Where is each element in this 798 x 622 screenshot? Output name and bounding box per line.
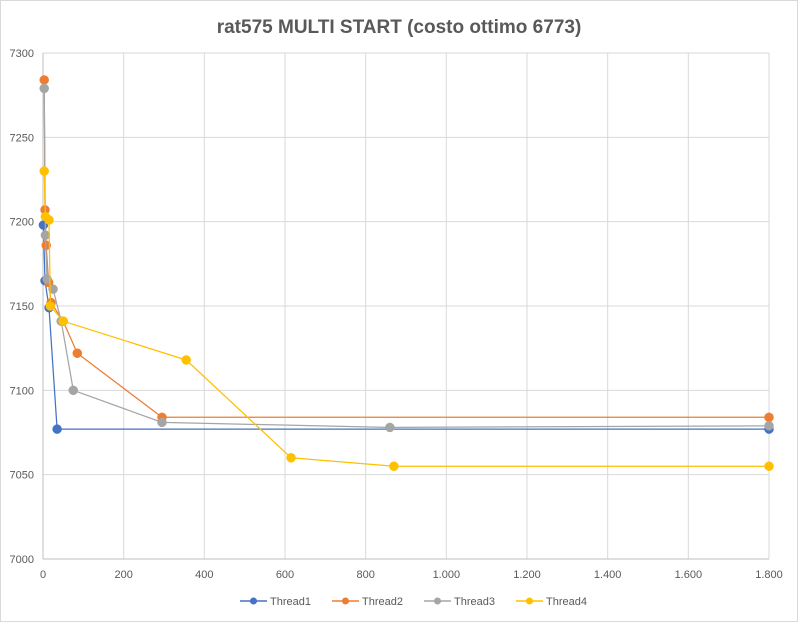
legend-swatch-marker [250, 597, 257, 605]
data-point [52, 424, 62, 434]
x-tick-label: 800 [356, 569, 374, 581]
legend-swatch-marker [342, 597, 349, 605]
data-point [48, 284, 58, 294]
legend-swatch-marker [434, 597, 441, 605]
legend-label: Thread4 [546, 596, 587, 608]
data-point [764, 412, 774, 423]
legend-item-thread2: Thread2 [332, 596, 403, 608]
data-point [764, 461, 774, 471]
legend-swatch-marker [526, 597, 533, 605]
x-tick-label: 1.200 [513, 569, 541, 581]
data-point [68, 385, 78, 396]
x-tick-label: 1.400 [594, 569, 622, 581]
data-point [39, 166, 49, 176]
legend: Thread1 Thread2 Thread3 Thread4 [240, 596, 587, 608]
y-tick-label: 7000 [10, 554, 34, 566]
data-point [40, 230, 51, 240]
x-tick-label: 200 [114, 569, 132, 581]
data-point [39, 75, 49, 85]
legend-label: Thread1 [270, 596, 311, 608]
data-point [58, 316, 68, 326]
axes: 0 200 400 600 800 1.000 1.200 1.400 1.600 1.800 70… [10, 48, 783, 581]
data-point [764, 421, 774, 431]
x-tick-label: 600 [276, 569, 294, 581]
grid [43, 52, 770, 559]
data-point [72, 348, 83, 358]
series-thread4 [39, 166, 774, 471]
x-tick-label: 0 [40, 569, 46, 581]
x-tick-label: 400 [195, 569, 213, 581]
series-group [38, 75, 774, 471]
y-tick-label: 7300 [10, 48, 34, 60]
y-tick-label: 7250 [10, 132, 34, 144]
y-tick-label: 7050 [10, 470, 34, 482]
x-tick-label: 1.800 [755, 569, 783, 581]
legend-label: Thread2 [362, 596, 403, 608]
data-point [39, 83, 49, 94]
data-point [157, 417, 167, 428]
legend-item-thread4: Thread4 [516, 596, 587, 608]
data-point [286, 453, 296, 463]
y-tick-label: 7150 [10, 301, 34, 313]
data-point [44, 215, 54, 225]
chart-title: rat575 MULTI START (costo ottimo 6773) [217, 17, 582, 38]
data-point [181, 355, 191, 365]
data-point [389, 461, 399, 471]
legend-item-thread1: Thread1 [240, 596, 311, 608]
y-tick-label: 7100 [10, 385, 34, 397]
y-tick-label: 7200 [10, 217, 34, 229]
data-point [385, 422, 395, 433]
data-point [45, 301, 56, 311]
x-tick-label: 1.000 [433, 569, 461, 581]
legend-label: Thread3 [454, 596, 495, 608]
legend-item-thread3: Thread3 [424, 596, 495, 608]
x-tick-label: 1.600 [675, 569, 703, 581]
